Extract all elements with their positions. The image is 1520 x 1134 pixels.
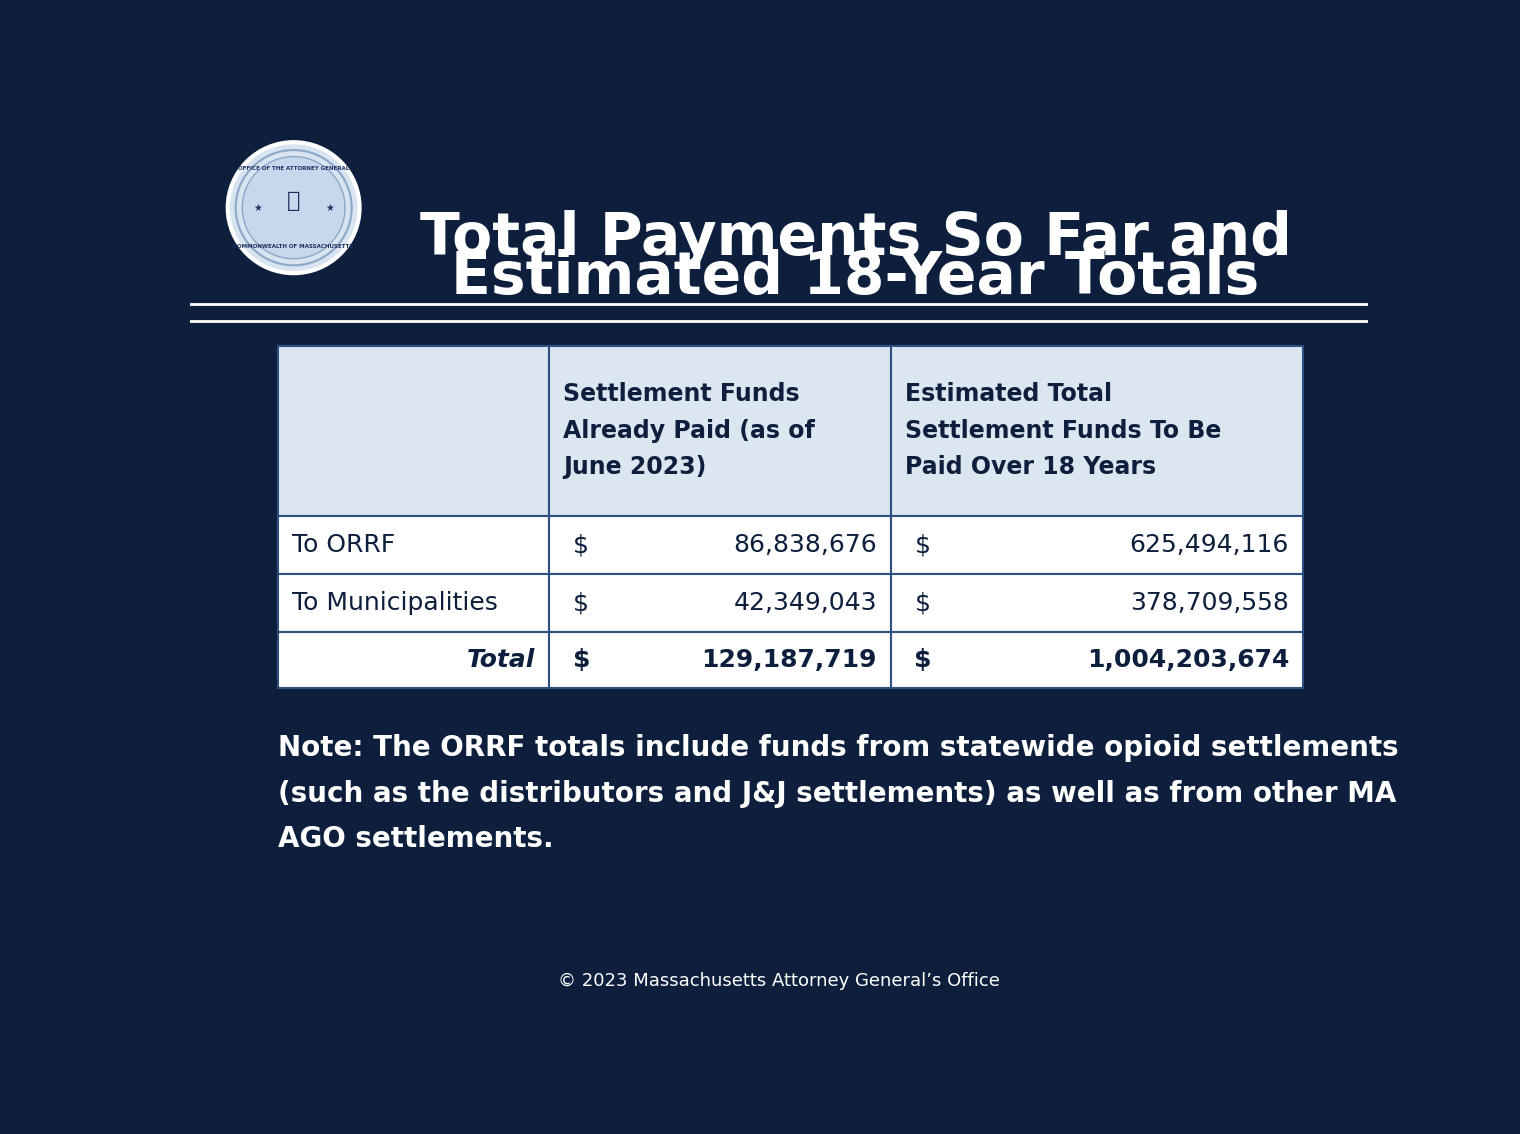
FancyBboxPatch shape: [891, 575, 1303, 632]
Text: To ORRF: To ORRF: [292, 533, 395, 557]
FancyBboxPatch shape: [549, 632, 891, 688]
Text: 1,004,203,674: 1,004,203,674: [1087, 648, 1289, 672]
FancyBboxPatch shape: [549, 575, 891, 632]
FancyBboxPatch shape: [278, 632, 549, 688]
Text: $: $: [573, 591, 588, 616]
Text: Estimated 18-Year Totals: Estimated 18-Year Totals: [451, 249, 1260, 306]
Text: $: $: [915, 591, 930, 616]
FancyBboxPatch shape: [891, 346, 1303, 516]
Text: ★: ★: [252, 203, 261, 213]
Text: OFFICE OF THE ATTORNEY GENERAL: OFFICE OF THE ATTORNEY GENERAL: [239, 166, 350, 171]
Text: © 2023 Massachusetts Attorney General’s Office: © 2023 Massachusetts Attorney General’s …: [558, 972, 1000, 990]
FancyBboxPatch shape: [278, 575, 549, 632]
Text: 🏛: 🏛: [287, 192, 301, 211]
Ellipse shape: [242, 156, 345, 259]
Text: Total: Total: [467, 648, 535, 672]
Text: 625,494,116: 625,494,116: [1129, 533, 1289, 557]
Text: $: $: [573, 533, 588, 557]
FancyBboxPatch shape: [549, 516, 891, 575]
FancyBboxPatch shape: [891, 632, 1303, 688]
Text: Estimated Total
Settlement Funds To Be
Paid Over 18 Years: Estimated Total Settlement Funds To Be P…: [904, 382, 1222, 480]
Text: Total Payments So Far and: Total Payments So Far and: [420, 210, 1292, 266]
Text: $: $: [573, 648, 590, 672]
Text: Settlement Funds
Already Paid (as of
June 2023): Settlement Funds Already Paid (as of Jun…: [564, 382, 815, 480]
Text: Note: The ORRF totals include funds from statewide opioid settlements
(such as t: Note: The ORRF totals include funds from…: [278, 734, 1398, 854]
Text: 42,349,043: 42,349,043: [733, 591, 877, 616]
Text: To Municipalities: To Municipalities: [292, 591, 499, 616]
Text: $: $: [915, 648, 932, 672]
Text: COMMONWEALTH OF MASSACHUSETTS: COMMONWEALTH OF MASSACHUSETTS: [234, 245, 354, 249]
Text: 86,838,676: 86,838,676: [733, 533, 877, 557]
Ellipse shape: [228, 142, 360, 273]
Text: 129,187,719: 129,187,719: [701, 648, 877, 672]
FancyBboxPatch shape: [278, 346, 549, 516]
Text: ★: ★: [325, 203, 334, 213]
FancyBboxPatch shape: [278, 516, 549, 575]
Text: 378,709,558: 378,709,558: [1131, 591, 1289, 616]
FancyBboxPatch shape: [549, 346, 891, 516]
FancyBboxPatch shape: [891, 516, 1303, 575]
Text: $: $: [915, 533, 930, 557]
